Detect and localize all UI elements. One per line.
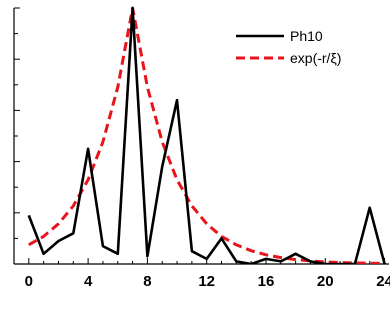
legend-label-ph10: Ph10: [290, 28, 323, 44]
x-ticks: 0 4 8 12 16 20 24: [25, 258, 390, 290]
axes: [13, 8, 389, 265]
x-tick-label: 8: [143, 273, 151, 290]
x-tick-label: 24: [376, 273, 390, 290]
x-tick-label: 16: [258, 273, 275, 290]
x-tick-label: 12: [198, 273, 215, 290]
legend-label-exp-fit: exp(-r/ξ): [290, 50, 341, 66]
series-line-ph10: [27, 6, 386, 264]
x-tick-label: 20: [317, 273, 334, 290]
series-line-exp-fit: [28, 6, 385, 264]
y-ticks: [14, 7, 20, 239]
x-tick-label: 0: [25, 273, 33, 290]
x-tick-label: 4: [84, 273, 93, 290]
legend: Ph10 exp(-r/ξ): [236, 28, 341, 66]
plot-area: [27, 6, 386, 264]
